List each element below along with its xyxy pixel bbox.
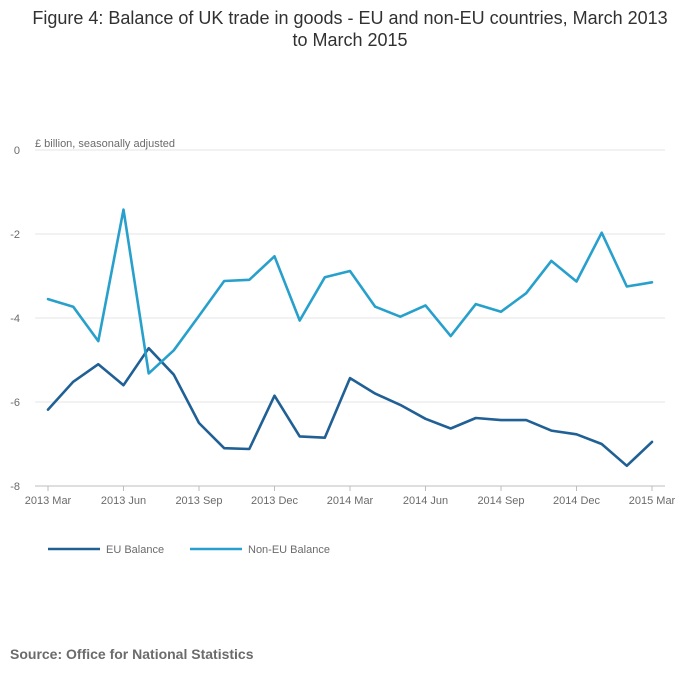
x-axis: 2013 Mar 2013 Jun 2013 Sep 2013 Dec 2014 Mar…: [25, 486, 676, 507]
source-note: Source: Office for National Statistics: [10, 646, 254, 662]
y-tick-label: 0: [14, 145, 20, 157]
gridlines: [35, 149, 665, 487]
y-tick-label: -6: [10, 397, 20, 409]
x-tick-label: 2013 Jun: [101, 495, 146, 507]
chart-title: Figure 4: Balance of UK trade in goods -…: [32, 8, 668, 50]
series-lines: [46, 208, 654, 468]
x-tick-label: 2013 Mar: [25, 495, 72, 507]
x-tick-label: 2014 Sep: [477, 495, 524, 507]
x-tick-label: 2015 Mar: [629, 495, 676, 507]
x-tick-label: 2014 Dec: [553, 495, 601, 507]
line-chart: 0 -2 -4 -6 -8 £ billion, seasonally adjusted…: [10, 138, 676, 556]
x-tick-label: 2013 Sep: [175, 495, 222, 507]
legend-label: Non-EU Balance: [248, 544, 330, 556]
y-axis: 0 -2 -4 -6 -8: [10, 145, 20, 493]
x-tick-label: 2014 Mar: [327, 495, 374, 507]
legend: EU Balance Non-EU Balance: [48, 544, 330, 556]
y-tick-label: -4: [10, 313, 20, 325]
series-line-eu-balance: [46, 346, 654, 468]
legend-label: EU Balance: [106, 544, 164, 556]
x-tick-label: 2013 Dec: [251, 495, 299, 507]
y-tick-label: -8: [10, 481, 20, 493]
series-line-non-eu-balance: [46, 208, 654, 375]
y-axis-unit-label: £ billion, seasonally adjusted: [35, 138, 175, 150]
x-tick-label: 2014 Jun: [403, 495, 448, 507]
y-tick-label: -2: [10, 229, 20, 241]
